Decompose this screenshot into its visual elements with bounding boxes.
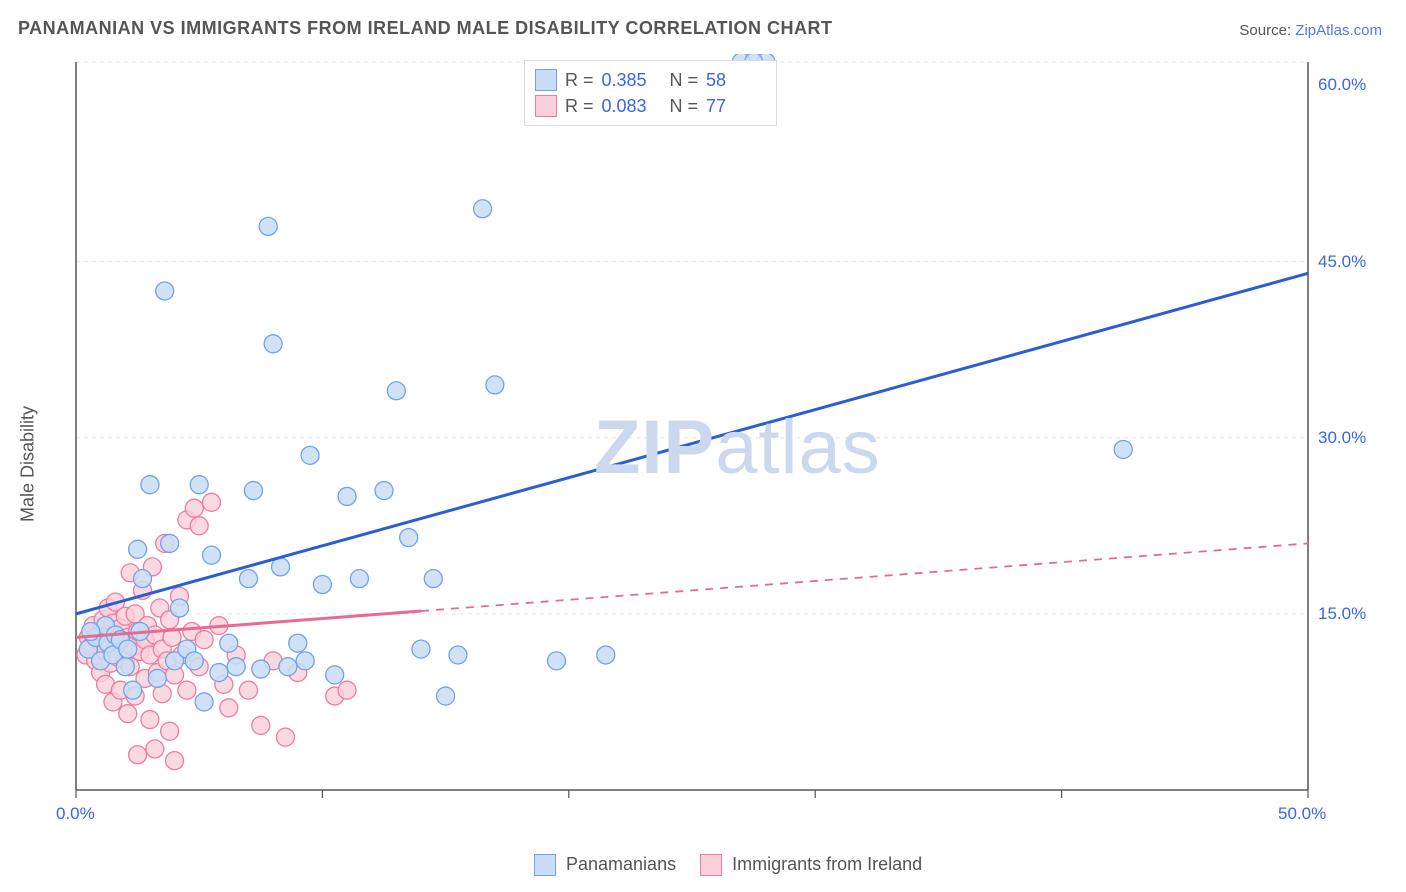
y-tick-label: 30.0% [1318,428,1366,448]
source-credit: Source: ZipAtlas.com [1239,22,1382,39]
legend-row-panamanians: R = 0.385 N = 58 [535,67,766,93]
legend-item-panamanians: Panamanians [534,854,676,876]
legend-swatch-panamanians [535,69,557,91]
x-tick-label: 50.0% [1278,804,1326,824]
chart-container: { "title": "PANAMANIAN VS IMMIGRANTS FRO… [0,0,1406,892]
legend-r-value-0: 0.385 [602,67,662,93]
y-tick-label: 15.0% [1318,604,1366,624]
legend-label-ireland: Immigrants from Ireland [732,854,922,874]
legend-n-value-1: 77 [706,93,766,119]
legend-row-ireland: R = 0.083 N = 77 [535,93,766,119]
legend-n-label-1: N = [670,93,699,119]
scatter-plot-svg [68,54,1368,824]
legend-swatch-ireland [535,95,557,117]
y-tick-label: 60.0% [1318,75,1366,95]
legend-r-label-0: R = [565,67,594,93]
legend-swatch-panamanians-b [534,854,556,876]
legend-r-value-1: 0.083 [602,93,662,119]
y-axis-label: Male Disability [18,406,39,522]
legend-n-value-0: 58 [706,67,766,93]
legend-r-label-1: R = [565,93,594,119]
plot-area: Male Disability ZIPatlas R = 0.385 N = 5… [34,54,1384,874]
legend-item-ireland: Immigrants from Ireland [700,854,922,876]
x-tick-label: 0.0% [56,804,95,824]
legend-n-label-0: N = [670,67,699,93]
series-legend: Panamanians Immigrants from Ireland [534,854,922,876]
correlation-legend: R = 0.385 N = 58 R = 0.083 N = 77 [524,60,777,126]
y-tick-label: 45.0% [1318,252,1366,272]
source-prefix: Source: [1239,22,1295,39]
source-link[interactable]: ZipAtlas.com [1295,22,1382,39]
legend-label-panamanians: Panamanians [566,854,676,874]
legend-swatch-ireland-b [700,854,722,876]
chart-title: PANAMANIAN VS IMMIGRANTS FROM IRELAND MA… [18,18,832,39]
